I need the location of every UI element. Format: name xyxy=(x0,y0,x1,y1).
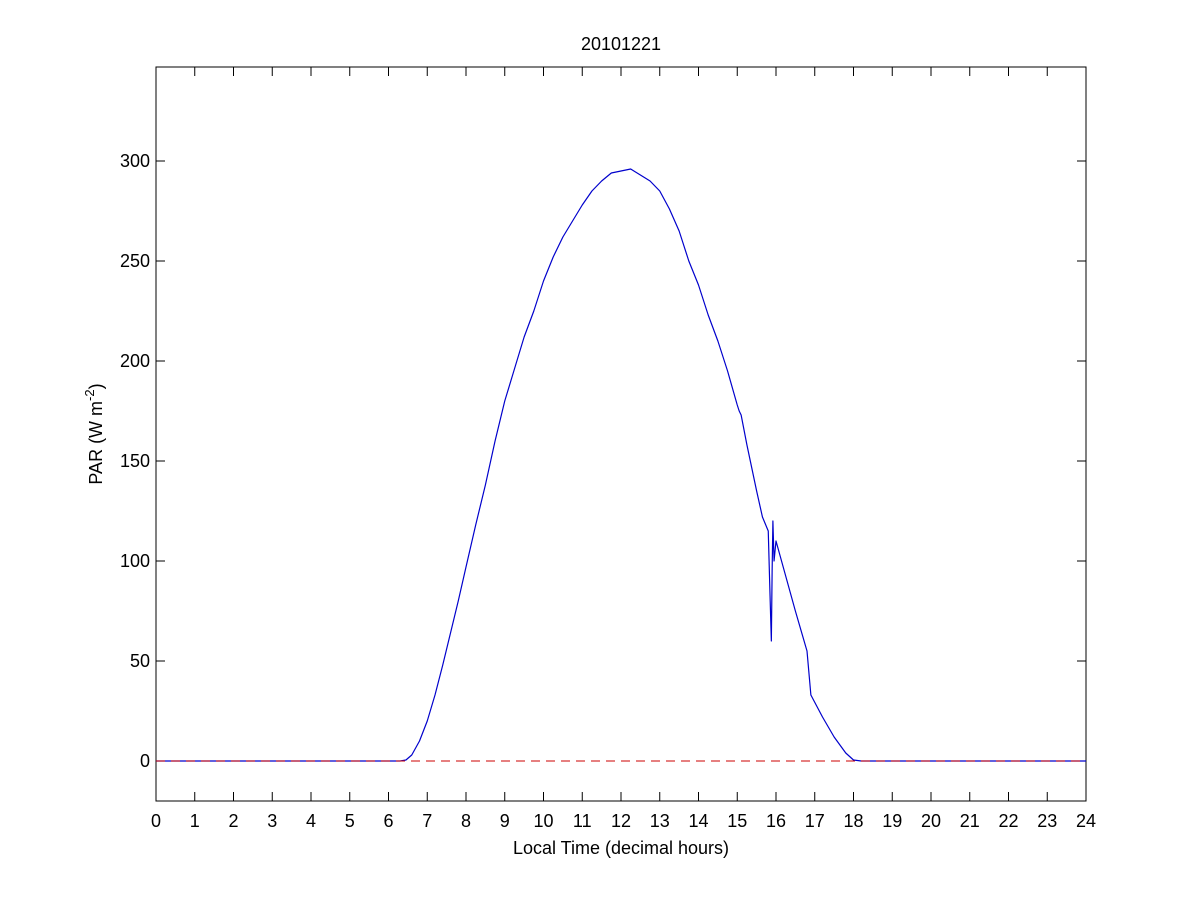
par-series-line xyxy=(156,168,1086,762)
plot-area xyxy=(155,66,1087,802)
x-tick-label: 9 xyxy=(500,811,510,831)
y-axis-label-end: ) xyxy=(86,383,106,389)
x-tick-label: 2 xyxy=(228,811,238,831)
x-tick-label: 12 xyxy=(611,811,631,831)
x-tick-label: 1 xyxy=(190,811,200,831)
y-tick-label: 0 xyxy=(140,751,150,771)
x-axis-label: Local Time (decimal hours) xyxy=(513,838,729,858)
x-tick-label: 8 xyxy=(461,811,471,831)
x-tick-label: 4 xyxy=(306,811,316,831)
y-tick-label: 100 xyxy=(120,551,150,571)
y-tick-label: 50 xyxy=(130,651,150,671)
series-layer xyxy=(156,168,1086,762)
y-axis-label-main: PAR (W m xyxy=(86,401,106,485)
y-tick-label: 200 xyxy=(120,351,150,371)
x-tick-label: 24 xyxy=(1076,811,1096,831)
x-tick-label: 6 xyxy=(383,811,393,831)
x-tick-label: 23 xyxy=(1037,811,1057,831)
x-tick-label: 5 xyxy=(345,811,355,831)
x-tick-label: 20 xyxy=(921,811,941,831)
x-tick-label: 7 xyxy=(422,811,432,831)
x-tick-label: 19 xyxy=(882,811,902,831)
y-tick-label: 150 xyxy=(120,451,150,471)
x-tick-label: 17 xyxy=(805,811,825,831)
y-axis-ticks: 0 50 100 150 200 250 300 xyxy=(120,151,1086,771)
x-tick-label: 14 xyxy=(688,811,708,831)
y-axis-label-superscript: -2 xyxy=(82,389,97,401)
x-tick-label: 16 xyxy=(766,811,786,831)
x-tick-label: 10 xyxy=(533,811,553,831)
x-tick-label: 18 xyxy=(843,811,863,831)
y-tick-label: 300 xyxy=(120,151,150,171)
y-axis-label: PAR (W m-2) xyxy=(82,383,106,484)
x-tick-label: 21 xyxy=(960,811,980,831)
x-tick-label: 13 xyxy=(650,811,670,831)
chart-title: 20101221 xyxy=(581,34,661,54)
x-axis-ticks: 0 1 2 3 4 5 6 7 8 9 10 11 12 13 14 15 16 17 18 19 20 21 22 23 24 xyxy=(151,67,1096,831)
x-tick-label: 11 xyxy=(573,811,592,831)
x-tick-label: 0 xyxy=(151,811,161,831)
x-tick-label: 3 xyxy=(267,811,277,831)
y-tick-label: 250 xyxy=(120,251,150,271)
x-tick-label: 22 xyxy=(998,811,1018,831)
x-tick-label: 15 xyxy=(727,811,747,831)
